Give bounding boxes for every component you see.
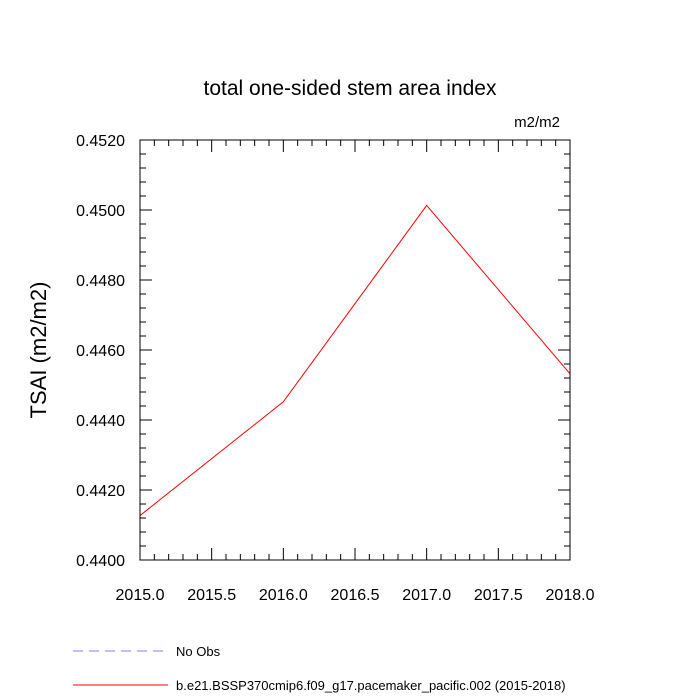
- y-axis-label: TSAI (m2/m2): [26, 282, 51, 419]
- legend-label-no-obs: No Obs: [176, 644, 221, 659]
- y-tick-label: 0.4500: [76, 203, 125, 220]
- plot-frame: [139, 139, 571, 561]
- x-tick-label: 2015.5: [187, 587, 236, 604]
- x-tick-label: 2015.0: [116, 587, 165, 604]
- y-tick-label: 0.4440: [76, 413, 125, 430]
- y-tick-label: 0.4480: [76, 273, 125, 290]
- x-tick-label: 2017.0: [402, 587, 451, 604]
- y-tick-label: 0.4520: [76, 133, 125, 150]
- series-line: [139, 204, 571, 516]
- units-label: m2/m2: [514, 114, 560, 131]
- x-tick-label: 2016.5: [331, 587, 380, 604]
- legend: No Obs b.e21.BSSP370cmip6.f09_g17.pacema…: [73, 644, 566, 693]
- y-tick-label: 0.4420: [76, 483, 125, 500]
- x-tick-label: 2018.0: [546, 587, 595, 604]
- chart-title: total one-sided stem area index: [203, 77, 497, 100]
- x-tick-label: 2016.0: [259, 587, 308, 604]
- data-layer: [139, 204, 571, 516]
- axis-ticks: 2015.0 2015.5 2016.0 2016.5 2017.0 2017.5 2018…: [76, 133, 595, 604]
- x-tick-label: 2017.5: [474, 587, 523, 604]
- y-tick-label: 0.4460: [76, 343, 125, 360]
- y-tick-label: 0.4400: [76, 553, 125, 570]
- legend-label-series: b.e21.BSSP370cmip6.f09_g17.pacemaker_pac…: [176, 678, 566, 693]
